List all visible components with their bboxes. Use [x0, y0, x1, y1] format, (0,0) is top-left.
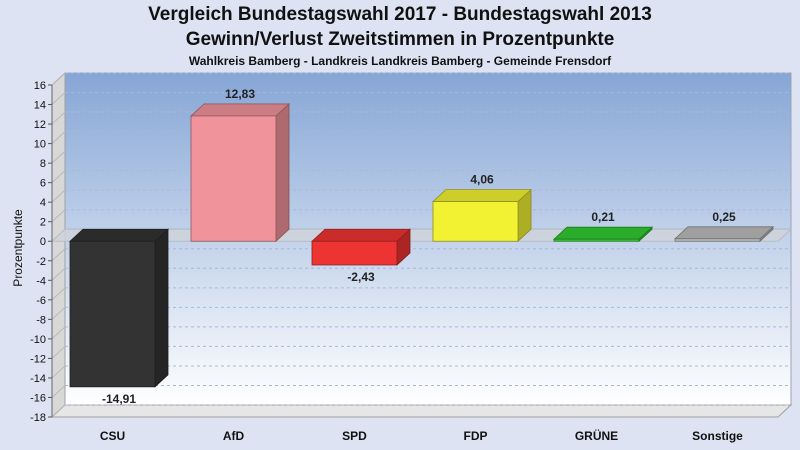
y-tick-label: 2: [40, 217, 46, 229]
gridline-side: [51, 72, 66, 86]
y-tick-label: -12: [30, 353, 46, 365]
y-tick-label: 6: [40, 178, 46, 190]
y-tick-label: 10: [34, 139, 46, 151]
x-tick-label: AfD: [223, 429, 245, 443]
gridline-side: [51, 150, 66, 164]
bar-spd: [310, 228, 412, 266]
y-tick-label: -2: [36, 256, 46, 268]
data-label: 0,21: [591, 210, 615, 224]
x-tick-label: GRÜNE: [575, 428, 618, 443]
gridline-side: [51, 306, 66, 320]
x-tick-label: SPD: [342, 429, 367, 443]
bar-front: [69, 240, 156, 388]
y-tick-label: -18: [30, 412, 46, 424]
data-label: 0,25: [712, 210, 736, 224]
y-tick-label: 16: [34, 80, 46, 92]
y-tick-label: -6: [36, 295, 46, 307]
x-tick-label: Sonstige: [692, 429, 743, 443]
bar-front: [311, 240, 398, 266]
gridline-side: [51, 365, 66, 379]
y-tick-label: -16: [30, 392, 46, 404]
gridline-side: [51, 209, 66, 223]
x-tick-label: CSU: [100, 429, 125, 443]
bar-front: [674, 238, 761, 242]
gridline-side: [51, 92, 66, 105]
y-tick-label: 8: [40, 158, 46, 170]
y-tick-label: -14: [30, 373, 46, 385]
gridline-side: [51, 346, 66, 359]
gridline-side: [51, 404, 66, 418]
gridline-side: [51, 189, 66, 203]
plot-side-wall: [51, 71, 66, 419]
gridline-side: [51, 326, 66, 340]
bar-front: [190, 115, 277, 242]
bar-top: [552, 226, 654, 240]
data-label: -14,91: [102, 392, 136, 406]
chart-title: Vergleich Bundestagswahl 2017 - Bundesta…: [148, 4, 652, 25]
bar-top: [189, 103, 291, 117]
bar-top: [673, 226, 775, 240]
gridline-side: [51, 170, 66, 184]
gridline-side: [51, 385, 66, 398]
bar-fdp: [431, 188, 533, 243]
data-label: -2,43: [347, 270, 375, 284]
y-tick-label: -10: [30, 334, 46, 346]
gridline-side: [51, 248, 66, 262]
y-tick-label: 4: [40, 197, 46, 209]
y-tick-label: 0: [40, 236, 46, 248]
bar-top: [431, 189, 533, 202]
chart-title-line2: Gewinn/Verlust Zweitstimmen in Prozentpu…: [185, 29, 615, 50]
bar-side: [154, 228, 169, 388]
bar-top: [310, 228, 412, 242]
data-label: 4,06: [470, 173, 494, 187]
bar-sonstige: [673, 225, 775, 243]
chart-subtitle: Wahlkreis Bamberg - Landkreis Landkreis …: [188, 54, 612, 68]
gridline-side: [51, 267, 66, 281]
x-tick-label: FDP: [464, 429, 488, 443]
gridline-side: [51, 287, 66, 301]
y-axis-label: Prozentpunkte: [11, 209, 25, 287]
bar-afd: [189, 103, 291, 243]
bar-csu: [68, 228, 170, 388]
bar-top: [68, 228, 170, 242]
bar-side: [275, 103, 290, 243]
gridline-side: [51, 131, 66, 144]
y-tick-label: -8: [36, 314, 46, 326]
gridline-side: [51, 111, 66, 125]
data-label: 12,83: [225, 87, 255, 101]
y-tick-label: 12: [34, 119, 46, 131]
bar-grüne: [552, 226, 654, 243]
bar-front: [432, 201, 519, 242]
y-tick-label: 14: [34, 100, 46, 112]
plot-floor: [50, 404, 793, 418]
y-tick-label: -4: [36, 275, 46, 287]
bar-front: [553, 238, 640, 242]
